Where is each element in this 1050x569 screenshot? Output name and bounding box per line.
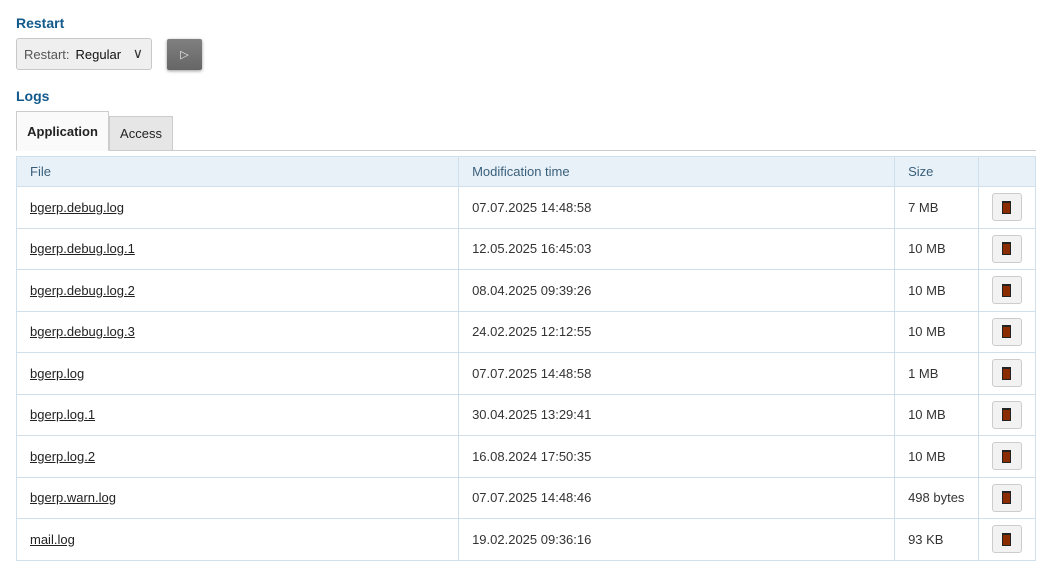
table-row: bgerp.debug.log 07.07.2025 14:48:58 7 MB (15, 186, 1037, 229)
select-label: Restart: (24, 46, 70, 62)
select-value: Regular (75, 46, 122, 62)
delete-button[interactable] (991, 317, 1022, 346)
trash-icon (1002, 408, 1012, 422)
file-link[interactable]: bgerp.debug.log.3 (30, 324, 135, 340)
trash-icon (1002, 325, 1012, 339)
delete-button[interactable] (991, 442, 1022, 471)
logs-heading: Logs (16, 88, 50, 104)
trash-icon (1002, 366, 1012, 380)
table-row: bgerp.warn.log 07.07.2025 14:48:46 498 b… (15, 476, 1037, 519)
table-row: mail.log 19.02.2025 09:36:16 93 KB (15, 518, 1037, 561)
modification-time: 08.04.2025 09:39:26 (458, 269, 896, 312)
file-size: 93 KB (894, 518, 979, 561)
restart-heading: Restart (16, 15, 65, 31)
modification-time: 07.07.2025 14:48:58 (458, 186, 896, 229)
modification-time: 07.07.2025 14:48:46 (458, 476, 896, 519)
column-modification-time: Modification time (458, 156, 896, 187)
modification-time: 07.07.2025 14:48:58 (458, 352, 896, 395)
modification-time: 16.08.2024 17:50:35 (458, 435, 896, 478)
table-row: bgerp.debug.log.3 24.02.2025 12:12:55 10… (15, 310, 1037, 353)
trash-icon (1002, 200, 1012, 214)
column-actions (977, 156, 1037, 187)
file-link[interactable]: bgerp.log.1 (30, 407, 96, 423)
file-size: 7 MB (894, 186, 979, 229)
delete-button[interactable] (991, 525, 1022, 554)
column-file: File (15, 156, 460, 187)
restart-mode-select[interactable]: Restart: Regular ∨ (16, 38, 152, 70)
modification-time: 30.04.2025 13:29:41 (458, 393, 896, 436)
restart-run-button[interactable]: ▷ (167, 39, 202, 70)
file-link[interactable]: mail.log (30, 531, 75, 547)
tab-access[interactable]: Access (109, 116, 173, 151)
file-size: 498 bytes (894, 476, 979, 519)
delete-button[interactable] (991, 193, 1022, 222)
file-size: 1 MB (894, 352, 979, 395)
table-row: bgerp.log.2 16.08.2024 17:50:35 10 MB (15, 435, 1037, 478)
table-row: bgerp.log 07.07.2025 14:48:58 1 MB (15, 352, 1037, 395)
delete-button[interactable] (991, 483, 1022, 512)
logs-tabs: Application Access (16, 110, 1036, 151)
play-icon: ▷ (180, 49, 189, 61)
chevron-down-icon: ∨ (132, 45, 143, 61)
modification-time: 24.02.2025 12:12:55 (458, 310, 896, 353)
file-link[interactable]: bgerp.debug.log (30, 199, 124, 215)
file-link[interactable]: bgerp.log.2 (30, 448, 96, 464)
table-row: bgerp.debug.log.1 12.05.2025 16:45:03 10… (15, 227, 1037, 270)
file-size: 10 MB (894, 227, 979, 270)
file-link[interactable]: bgerp.warn.log (30, 490, 116, 506)
modification-time: 12.05.2025 16:45:03 (458, 227, 896, 270)
trash-icon (1002, 491, 1012, 505)
delete-button[interactable] (991, 234, 1022, 263)
file-size: 10 MB (894, 310, 979, 353)
tab-application[interactable]: Application (16, 111, 109, 151)
file-link[interactable]: bgerp.debug.log.2 (30, 282, 135, 298)
delete-button[interactable] (991, 400, 1022, 429)
log-files-table: File Modification time Size bgerp.debug.… (15, 156, 1037, 561)
trash-icon (1002, 242, 1012, 256)
delete-button[interactable] (991, 359, 1022, 388)
delete-button[interactable] (991, 276, 1022, 305)
modification-time: 19.02.2025 09:36:16 (458, 518, 896, 561)
file-size: 10 MB (894, 393, 979, 436)
file-size: 10 MB (894, 269, 979, 312)
file-link[interactable]: bgerp.debug.log.1 (30, 241, 135, 257)
trash-icon (1002, 449, 1012, 463)
table-row: bgerp.log.1 30.04.2025 13:29:41 10 MB (15, 393, 1037, 436)
column-size: Size (894, 156, 979, 187)
trash-icon (1002, 532, 1012, 546)
file-size: 10 MB (894, 435, 979, 478)
table-row: bgerp.debug.log.2 08.04.2025 09:39:26 10… (15, 269, 1037, 312)
file-link[interactable]: bgerp.log (30, 365, 85, 381)
trash-icon (1002, 283, 1012, 297)
